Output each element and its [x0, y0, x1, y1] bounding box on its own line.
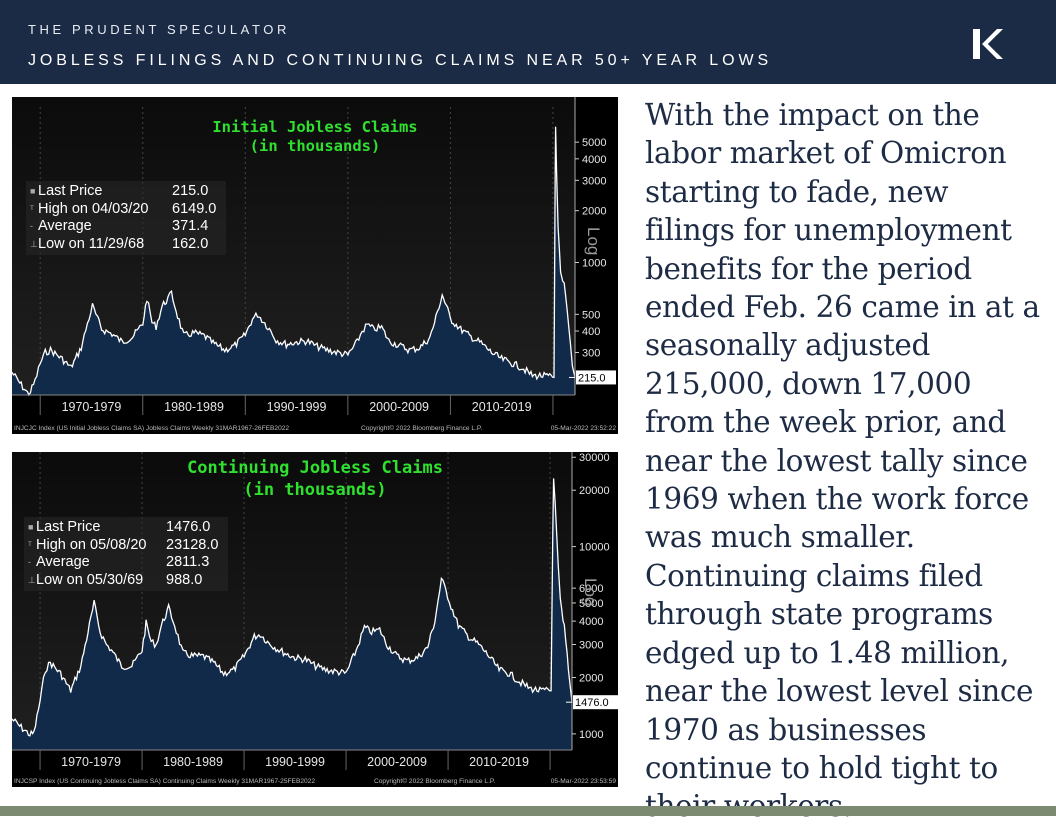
scale-label: Log [581, 578, 600, 606]
stats-value: 988.0 [166, 571, 203, 588]
stats-row: - Average 2811.3 [28, 554, 210, 570]
stats-label: Low on 05/30/69 [36, 571, 144, 588]
x-tick-label: 2010-2019 [472, 400, 532, 414]
continuing-claims-chart: 1000 2000 3000 4000 5000 6000 10000 20000 30000 L… [12, 452, 618, 787]
x-tick-label: 1970-1979 [62, 400, 122, 414]
stats-label: Average [36, 554, 90, 570]
x-tick-label: 2000-2009 [367, 755, 427, 769]
stats-value: 371.4 [172, 218, 209, 234]
stats-label: Average [38, 218, 92, 234]
y-tick-label: 10000 [579, 542, 610, 554]
header-bar: THE PRUDENT SPECULATOR JOBLESS FILINGS A… [0, 0, 1056, 84]
y-tick-label: 2000 [579, 672, 603, 684]
initial-claims-plot: 300 400 500 1000 2000 3000 4000 5000 Log 215.0 197… [12, 97, 617, 432]
y-tick-label: 1000 [579, 729, 603, 741]
stats-box: ■ Last Price 215.0 ᵀ High on 04/03/20 6149.0… [26, 181, 227, 255]
slide-title: JOBLESS FILINGS AND CONTINUING CLAIMS NE… [28, 52, 773, 69]
footer-bar [0, 806, 1056, 816]
y-tick-label: 300 [582, 348, 600, 360]
y-tick-label: 2000 [582, 206, 606, 218]
continuing-claims-plot: 1000 2000 3000 4000 5000 6000 10000 20000 30000 L… [12, 452, 618, 785]
y-tick-label: 4000 [582, 154, 606, 166]
y-tick-label: 20000 [579, 485, 610, 497]
x-tick-label: 2010-2019 [469, 755, 529, 769]
y-tick-label: 5000 [582, 137, 606, 149]
scale-label: Log [584, 227, 603, 255]
x-tick-label: 1990-1999 [265, 755, 325, 769]
kovitz-logo-icon [973, 29, 1003, 59]
last-price-label: 1476.0 [575, 697, 609, 709]
y-tick-label: 6000 [579, 583, 603, 595]
series-line [12, 126, 576, 397]
y-tick-label: 3000 [579, 640, 603, 652]
stats-row: ᵀ High on 04/03/20 6149.0 [30, 200, 217, 217]
stats-value: 6149.0 [172, 200, 217, 217]
y-tick-label: 3000 [582, 175, 606, 187]
stats-row: ⊥ Low on 05/30/69 988.0 [28, 571, 203, 588]
x-tick-label: 2000-2009 [369, 400, 429, 414]
stats-label: High on 04/03/20 [38, 200, 149, 217]
series-area [12, 478, 572, 750]
chart-title-line1: Continuing Jobless Claims [187, 458, 443, 478]
y-tick-label: 5000 [579, 598, 603, 610]
chart-title: Initial Jobless Claims (in thousands) [12, 118, 618, 156]
y-tick-label: 4000 [579, 616, 603, 628]
last-price-box [573, 695, 618, 710]
last-price-box [576, 370, 616, 385]
copyright-footer: Copyright© 2022 Bloomberg Finance L.P. [374, 777, 495, 785]
stats-label: Low on 11/29/68 [38, 235, 145, 252]
stats-value: 162.0 [172, 235, 209, 252]
x-tick-label: 1980-1989 [163, 755, 223, 769]
body-paragraph: With the impact on the labor market of O… [645, 98, 1040, 823]
chart-title: Continuing Jobless Claims (in thousands) [12, 457, 618, 501]
stats-label: Last Price [36, 519, 101, 535]
stats-value: 2811.3 [166, 554, 210, 570]
stats-value: 23128.0 [166, 536, 219, 553]
source-footer: INJCJC Index (US Initial Jobless Claims … [14, 425, 289, 432]
last-price-label: 215.0 [578, 372, 606, 384]
source-footer: INJCSP Index (US Continuing Jobless Clai… [14, 778, 315, 785]
chart-title-line1: Initial Jobless Claims [212, 118, 418, 136]
brand-name: THE PRUDENT SPECULATOR [28, 22, 290, 37]
copyright-footer: Copyright© 2022 Bloomberg Finance L.P. [361, 424, 482, 432]
initial-claims-chart: 300 400 500 1000 2000 3000 4000 5000 Log 215.0 197… [12, 97, 618, 434]
stats-label: Last Price [38, 183, 103, 199]
y-tick-label: 500 [582, 309, 600, 321]
chart-title-line2: (in thousands) [243, 480, 387, 500]
y-tick-label: 30000 [579, 452, 610, 464]
y-tick-label: 400 [582, 326, 600, 338]
x-tick-label: 1990-1999 [267, 400, 327, 414]
stats-row: ᵀ High on 05/08/20 23128.0 [28, 536, 219, 553]
timestamp-footer: 05-Mar-2022 23:52:22 [551, 425, 617, 432]
x-tick-label: 1980-1989 [164, 400, 224, 414]
y-tick-label: 1000 [582, 257, 606, 269]
stats-value: 215.0 [172, 183, 209, 199]
stats-row: ■ Last Price 1476.0 [28, 519, 211, 535]
stats-value: 1476.0 [166, 519, 211, 535]
stats-box: ■ Last Price 1476.0 ᵀ High on 05/08/20 23128… [24, 517, 229, 591]
x-tick-label: 1970-1979 [61, 755, 121, 769]
stats-row: - Average 371.4 [30, 218, 209, 234]
stats-label: High on 05/08/20 [36, 536, 147, 553]
chart-title-line2: (in thousands) [249, 137, 381, 155]
stats-row: ■ Last Price 215.0 [30, 183, 209, 199]
timestamp-footer: 05-Mar-2022 23:53:59 [551, 778, 617, 785]
stats-row: ⊥ Low on 11/29/68 162.0 [30, 235, 209, 252]
series-area [12, 126, 575, 395]
series-line [12, 478, 573, 737]
